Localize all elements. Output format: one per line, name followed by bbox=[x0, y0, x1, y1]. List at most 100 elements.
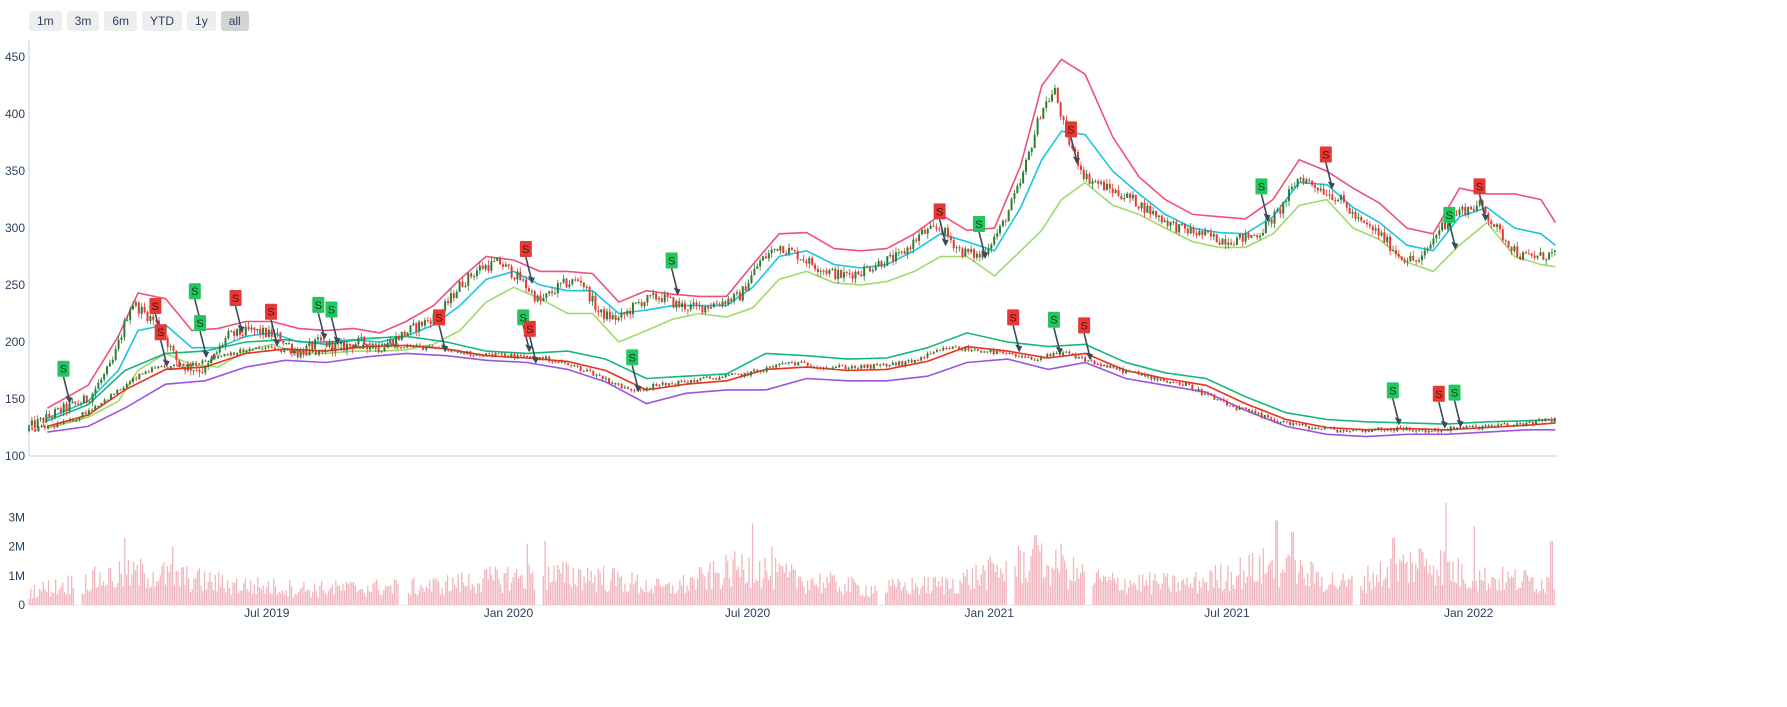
pair-candle bbox=[1292, 421, 1295, 427]
price-candle bbox=[247, 321, 250, 332]
pair-candle bbox=[239, 347, 242, 354]
volume-bar bbox=[290, 586, 293, 605]
price-candle bbox=[1163, 217, 1166, 223]
price-candle bbox=[42, 416, 45, 427]
range-button-1y[interactable]: 1y bbox=[187, 11, 216, 31]
volume-bar bbox=[1319, 586, 1321, 605]
price-candle bbox=[562, 274, 565, 285]
pair-candle bbox=[459, 351, 462, 355]
volume-bar bbox=[907, 593, 910, 605]
volume-bar bbox=[533, 589, 536, 605]
volume-bar bbox=[1535, 588, 1538, 605]
volume-bar bbox=[852, 579, 855, 605]
price-candle bbox=[756, 263, 759, 269]
volume-bar bbox=[608, 590, 610, 605]
volume-bar bbox=[136, 564, 138, 605]
price-candle bbox=[1181, 222, 1184, 227]
signal-marker-sell: S bbox=[519, 241, 535, 285]
volume-bar bbox=[893, 584, 896, 605]
price-candle bbox=[77, 399, 80, 406]
price-candle bbox=[1227, 238, 1230, 249]
range-button-3m[interactable]: 3m bbox=[66, 11, 100, 31]
price-candle bbox=[669, 295, 672, 299]
range-button-1m[interactable]: 1m bbox=[29, 11, 62, 31]
pair-candle bbox=[522, 353, 525, 359]
volume-bar bbox=[913, 589, 915, 605]
pair-candle bbox=[119, 388, 122, 391]
volume-bar bbox=[1408, 582, 1410, 605]
volume-bar bbox=[751, 523, 754, 605]
pair-candle bbox=[62, 419, 65, 425]
signal-marker-sell: S bbox=[933, 203, 949, 247]
price-candle bbox=[1348, 203, 1351, 214]
price-candle bbox=[316, 333, 319, 342]
volume-bar bbox=[266, 587, 268, 605]
volume-bar bbox=[430, 591, 433, 605]
volume-bar bbox=[900, 590, 903, 605]
volume-bar bbox=[432, 578, 435, 605]
volume-bar bbox=[1127, 587, 1130, 605]
volume-bar bbox=[1464, 584, 1467, 605]
volume-bar bbox=[438, 581, 440, 605]
pair-candle bbox=[210, 355, 213, 363]
volume-bar bbox=[177, 571, 179, 605]
price-candle bbox=[470, 272, 473, 279]
volume-bar bbox=[101, 585, 103, 605]
pair-candle bbox=[595, 373, 598, 378]
price-candle bbox=[981, 249, 984, 260]
volume-bar bbox=[203, 571, 206, 605]
price-candle bbox=[106, 365, 109, 377]
volume-tick-label: 0 bbox=[18, 598, 25, 612]
price-candle bbox=[1221, 238, 1224, 245]
volume-bar bbox=[989, 555, 991, 605]
volume-bar bbox=[140, 558, 142, 605]
pair-candle bbox=[497, 353, 500, 355]
range-button-all[interactable]: all bbox=[220, 11, 249, 31]
signal-marker-sell: S bbox=[1473, 178, 1489, 222]
volume-bar bbox=[1390, 558, 1392, 605]
volume-bar bbox=[1250, 575, 1252, 605]
volume-bar bbox=[180, 567, 183, 605]
volume-bar bbox=[688, 590, 690, 605]
price-candle bbox=[692, 298, 695, 309]
pair-candle bbox=[1147, 373, 1150, 379]
volume-bar bbox=[665, 584, 667, 605]
signal-label: S bbox=[328, 304, 335, 316]
pair-candle bbox=[1115, 366, 1118, 371]
volume-bar bbox=[861, 594, 864, 605]
signal-label: S bbox=[157, 327, 164, 339]
volume-bar bbox=[1468, 587, 1470, 605]
price-candle bbox=[342, 337, 345, 353]
pair-candle bbox=[1065, 350, 1068, 353]
price-candle bbox=[701, 305, 704, 315]
volume-bar bbox=[1363, 576, 1366, 605]
volume-bar bbox=[1236, 576, 1238, 605]
volume-bar bbox=[824, 588, 826, 605]
price-candle bbox=[499, 255, 502, 265]
pair-candle bbox=[87, 408, 90, 416]
price-candle bbox=[1004, 218, 1007, 227]
volume-bar bbox=[734, 551, 736, 605]
pair-candle bbox=[743, 372, 746, 379]
volume-bar bbox=[1142, 574, 1144, 605]
price-candle bbox=[1270, 218, 1273, 228]
pair-candle bbox=[945, 346, 948, 351]
price-candle bbox=[551, 286, 554, 297]
price-candle bbox=[108, 359, 111, 367]
pair-candle bbox=[1197, 386, 1200, 393]
volume-bar bbox=[753, 583, 755, 605]
price-candle bbox=[814, 262, 817, 272]
volume-bar bbox=[384, 586, 387, 605]
pair-candle bbox=[1336, 428, 1339, 434]
volume-bar bbox=[244, 578, 247, 605]
pair-candle bbox=[72, 418, 75, 423]
range-button-ytd[interactable]: YTD bbox=[142, 11, 183, 31]
range-button-6m[interactable]: 6m bbox=[104, 11, 138, 31]
price-candle bbox=[906, 246, 909, 259]
pair-candle bbox=[1434, 427, 1437, 432]
price-candle bbox=[1244, 229, 1247, 245]
volume-bar bbox=[1532, 577, 1534, 605]
pair-candle bbox=[254, 347, 257, 350]
volume-bar bbox=[1537, 592, 1539, 605]
price-candle bbox=[845, 270, 848, 277]
